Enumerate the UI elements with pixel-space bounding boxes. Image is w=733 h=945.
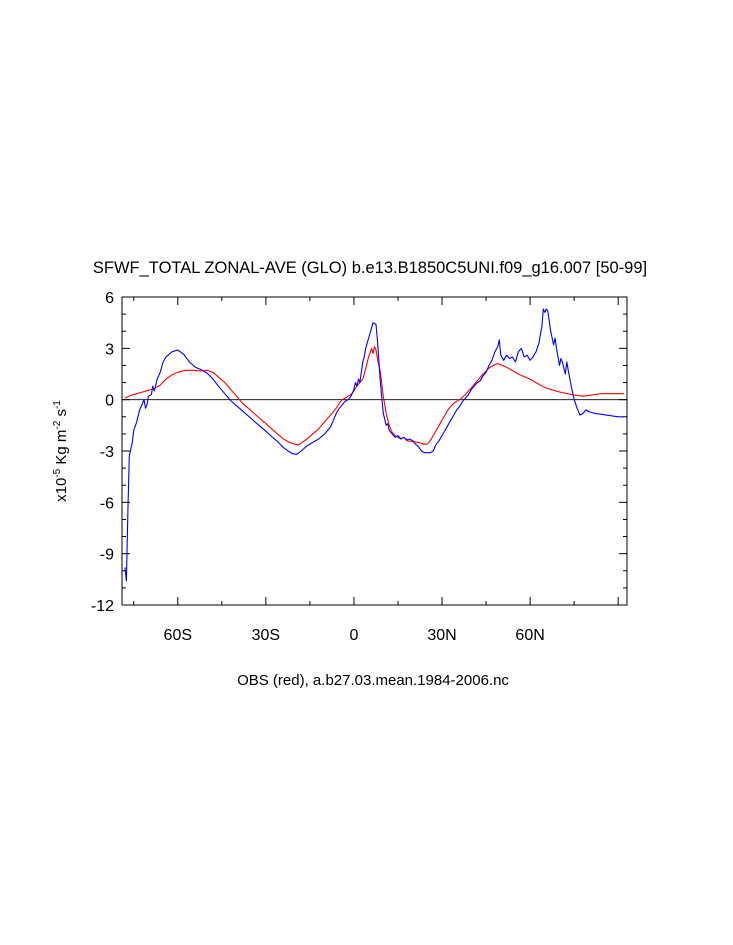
y-tick-label: -12 [91, 598, 114, 615]
y-axis-label-prefix: x10 [53, 478, 70, 502]
y-axis: 6 3 0 -3 -6 -9 -12 [91, 290, 627, 615]
x-tick-label: 30N [427, 627, 456, 644]
x-tick-label: 0 [349, 627, 358, 644]
x-tick-label: 60S [164, 627, 192, 644]
x-axis: 60S 30S 0 30N 60N [133, 297, 619, 644]
x-axis-label: OBS (red), a.b27.03.mean.1984-2006.nc [237, 672, 509, 689]
series-line-obs [124, 346, 625, 446]
y-axis-label-exponent-3: -1 [52, 400, 63, 409]
y-tick-label: -6 [100, 495, 114, 512]
y-axis-label-unit-s: s [53, 409, 70, 421]
y-axis-label: x10-5 Kg m-2 s-1 [52, 400, 70, 502]
y-tick-label: 3 [105, 341, 114, 358]
y-axis-label-unit-kg-m: Kg m [53, 430, 70, 469]
y-tick-label: 6 [105, 290, 114, 307]
y-tick-label: 0 [105, 393, 114, 410]
x-tick-label: 60N [515, 627, 544, 644]
plot-frame [121, 296, 628, 606]
plot-area: 6 3 0 -3 -6 -9 -12 60S 30S 0 30N 60N [91, 290, 628, 644]
y-axis-label-exponent-2: -2 [52, 420, 63, 429]
series-lines [124, 308, 625, 582]
y-tick-label: -3 [100, 444, 114, 461]
x-tick-label: 30S [252, 627, 280, 644]
y-tick-label: -9 [100, 547, 114, 564]
y-axis-label-exponent: -5 [52, 468, 63, 477]
series-line-model [124, 308, 625, 582]
chart-title: SFWF_TOTAL ZONAL-AVE (GLO) b.e13.B1850C5… [93, 259, 647, 277]
